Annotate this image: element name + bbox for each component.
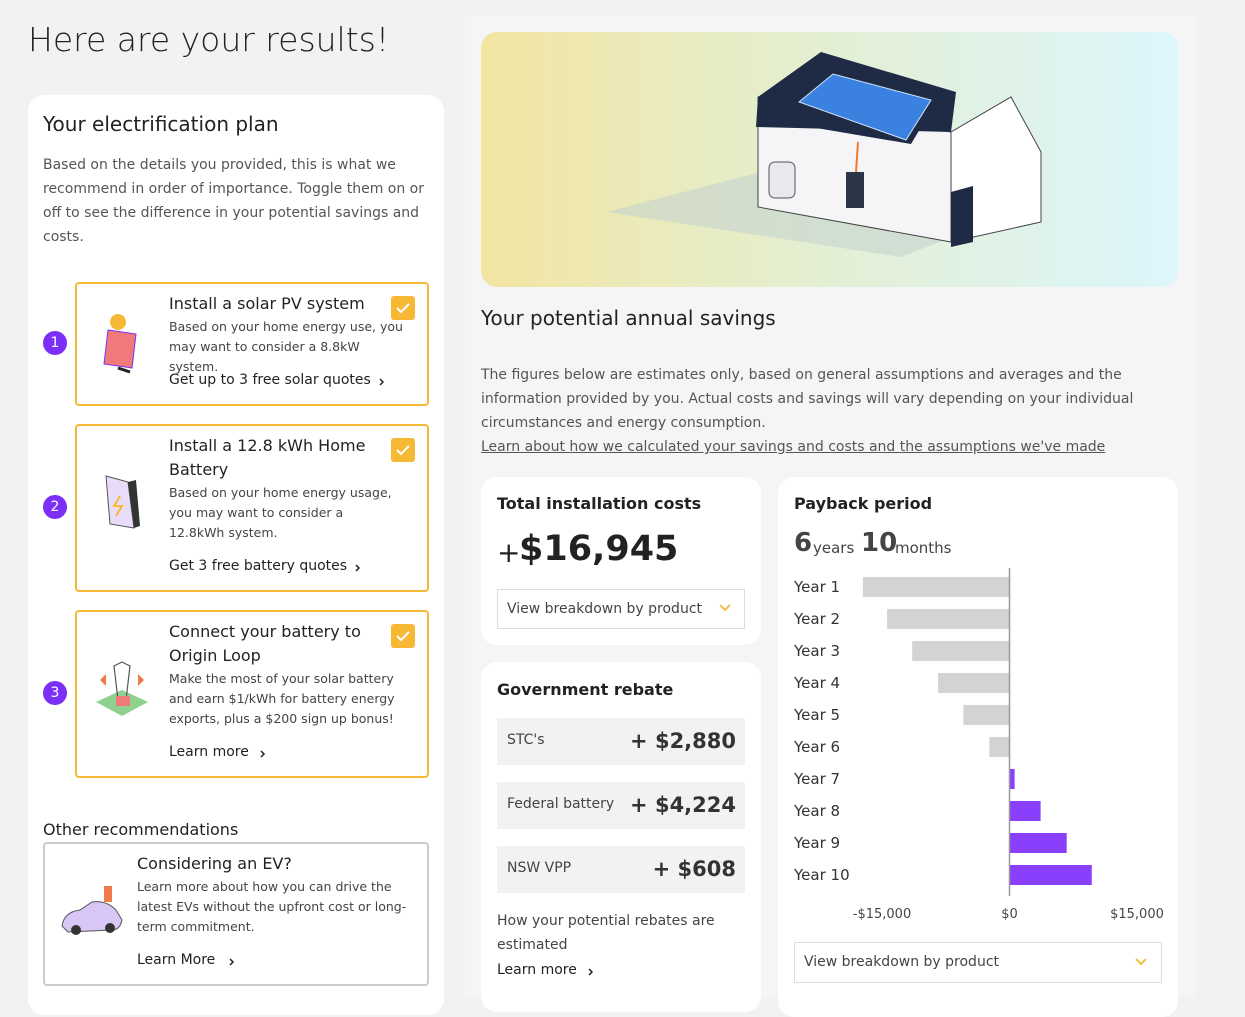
y-tick-label: Year 3 [793,642,840,660]
other-title: Other recommendations [43,820,239,839]
x-tick-label: $0 [1001,907,1018,922]
item-link[interactable]: Get up to 3 free solar quotes [169,372,371,388]
chevron [355,564,361,572]
assumptions-link[interactable]: Learn about how we calculated your savin… [481,439,1106,455]
payback-title: Payback period [794,494,933,513]
y-tick-label: Year 5 [793,706,840,724]
checkbox[interactable] [391,296,415,320]
payback-years: 6 [794,528,813,558]
step-number: 2 [43,495,67,519]
step-number: 1 [43,331,67,355]
bar [887,609,1010,629]
rebate-name: STC's [507,732,545,748]
dropdown-arrow [719,604,731,612]
item-link[interactable]: Get 3 free battery quotes [169,558,348,574]
bar [963,705,1010,725]
bar [1009,833,1067,853]
rebate-amount: + $4,224 [630,793,736,817]
item-title: Install a 12.8 kWh Home Battery [169,436,366,479]
y-tick-label: Year 2 [793,610,840,628]
item-title: Install a solar PV system [169,294,365,313]
rebate-name: NSW VPP [507,860,572,876]
y-tick-label: Year 8 [793,802,840,820]
rebate-name: Federal battery [507,796,615,812]
chevron [588,968,594,976]
chevron [260,750,266,758]
plan-item [75,610,429,778]
item-text: Based on your home energy use, you may w… [169,319,403,374]
solar-icon [103,314,137,374]
plan-description: Based on the details you provided, this … [43,157,424,245]
item-title: Connect your battery to Origin Loop [169,622,361,665]
y-tick-label: Year 6 [793,738,840,756]
item-text: Based on your home energy usage, you may… [169,485,392,540]
ev-icon [61,886,123,935]
other-item-link[interactable]: Learn More [137,952,216,968]
bar [862,577,1010,597]
payback-months-unit: months [895,539,952,557]
rebate-title: Government rebate [497,680,674,699]
loop-icon [96,661,148,716]
breakdown-dropdown[interactable]: View breakdown by product [497,589,745,629]
rebate-note: How your potential rebates are estimated [497,913,715,953]
battery-icon [105,475,140,529]
chevron [229,958,235,966]
payback-years-unit: years [813,539,855,557]
plan-title: Your electrification plan [43,112,279,136]
x-tick-label: $15,000 [1110,907,1164,922]
bar [1009,801,1041,821]
rebate-card [481,662,761,1012]
payback-card [778,477,1178,1017]
step-number: 3 [43,681,67,705]
rebate-amount: + $608 [652,857,736,881]
other-item-title: Considering an EV? [137,854,292,873]
total-sign: + [497,536,521,569]
total-amount: $16,945 [519,529,679,569]
y-tick-label: Year 4 [793,674,840,692]
bar [912,641,1010,661]
y-tick-label: Year 7 [793,770,840,788]
payback-months: 10 [861,528,898,558]
checkbox[interactable] [391,624,415,648]
breakdown-dropdown[interactable]: View breakdown by product [794,942,1162,983]
item-link[interactable]: Learn more [169,744,249,760]
bar [1009,865,1092,885]
savings-description: The figures below are estimates only, ba… [481,367,1134,431]
total-title: Total installation costs [497,494,702,513]
other-item-text: Learn more about how you can drive the l… [137,879,407,934]
bar [989,737,1010,757]
dropdown-arrow [1135,958,1147,966]
house-banner [481,32,1178,287]
y-tick-label: Year 1 [793,578,840,596]
savings-title: Your potential annual savings [481,306,776,330]
rebate-amount: + $2,880 [630,729,736,753]
item-text: Make the most of your solar battery and … [169,671,395,726]
bar [938,673,1010,693]
payback-chart: Year 1 Year 2 Year 3 Year 4 Year 5 Year 6 Year… [793,568,1164,922]
rebate-link[interactable]: Learn more [497,962,577,978]
chevron [379,378,385,386]
checkbox[interactable] [391,438,415,462]
y-tick-label: Year 9 [793,834,840,852]
page-title: Here are your results! [28,20,390,59]
bar [1009,769,1015,789]
y-tick-label: Year 10 [793,866,850,884]
x-tick-label: -$15,000 [853,907,911,922]
